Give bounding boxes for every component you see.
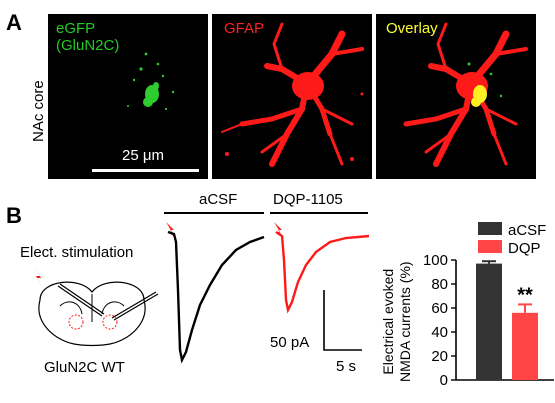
egfp-signal [127,52,175,111]
scale-bar-label: 25 μm [122,147,164,164]
bar-DQP [512,312,538,380]
chart-ylabel: Electrical evoked NMDA currents (%) [380,261,413,382]
panel-b-letter: B [6,203,22,228]
legend-swatch-aCSF [478,222,502,235]
y-tick-label: 40 [431,324,448,341]
trace-label-acsf: aCSF [199,191,238,208]
overlay-signal [403,22,528,167]
gfap-label: GFAP [224,20,265,37]
y-tick-label: 80 [431,276,448,293]
stimulation-label: Elect. stimulation [20,244,134,261]
egfp-label: eGFP (GluN2C) [56,20,120,54]
lightning-icon-left [34,266,43,288]
legend-label-aCSF: aCSF [508,222,546,239]
acsf-condition-bar [164,212,264,214]
lightning-icon-acsf [166,222,176,238]
micrograph-overlay: Overlay [376,14,536,179]
y-tick-label: 100 [423,252,448,269]
legend-swatch-DQP [478,240,502,253]
overlay-label: Overlay [386,20,438,37]
y-tick-label: 20 [431,348,448,365]
dqp-condition-bar [270,212,368,214]
y-tick-label: 0 [440,372,448,388]
panel-a-letter: A [6,10,22,35]
legend-label-DQP: DQP [508,240,541,257]
acsf-trace [167,230,265,364]
dqp-trace [275,231,370,314]
brain-label: GluN2C WT [44,359,125,376]
gfap-signal [221,22,364,167]
micrograph-egfp: eGFP (GluN2C) 25 μm [48,14,208,179]
lightning-icon-dqp [274,222,284,238]
scale-bar [92,169,199,172]
bar-aCSF [476,263,502,380]
trace-label-dqp: DQP-1105 [273,191,343,208]
micrograph-gfap: GFAP [212,14,372,179]
current-traces [166,222,370,364]
y-tick-label: 60 [431,300,448,317]
trace-scale-bar [323,290,362,351]
scale-label-current: 50 pA [270,334,310,351]
row-label: NAc core [30,80,47,142]
brain-slice-schematic [34,266,159,347]
scale-label-time: 5 s [336,358,357,375]
significance-label: ** [517,284,533,306]
